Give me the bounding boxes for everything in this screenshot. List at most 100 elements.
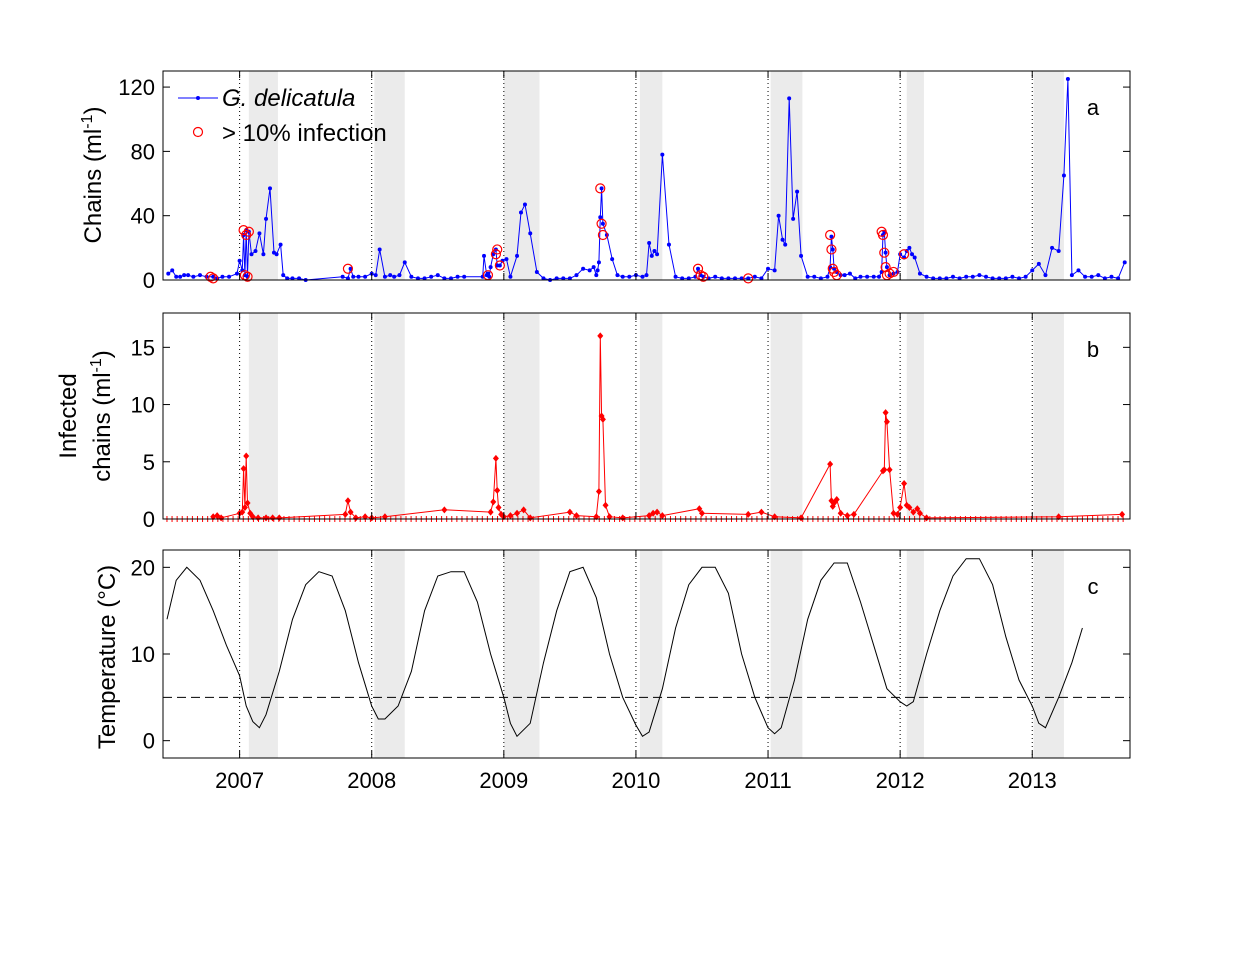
panel-a-series-0-point	[655, 252, 660, 257]
panel-b-series-0-point	[910, 508, 917, 516]
panel-a-series-0-point	[805, 274, 810, 279]
panel-a-series-0-point	[799, 253, 804, 258]
xtick-label-2010: 2010	[611, 768, 660, 793]
panel-a-series-0-point	[865, 274, 870, 279]
panel-a-series-0-point	[910, 252, 915, 257]
panel-b-ylabel-line1: Infected	[55, 373, 82, 458]
panel-b-series-0-point	[914, 505, 921, 513]
panel-a-series-0-point	[508, 274, 513, 279]
panel-a-series-0-point	[917, 271, 922, 276]
panel-c: 0 10 20 2007 2008 2009 2010 2011 2012 2013 c	[131, 549, 1131, 793]
panel-b-shade-0	[248, 313, 278, 519]
panel-b-series-0-point	[344, 497, 351, 505]
panel-a-series-0-point	[783, 242, 788, 247]
panel-a-series-0-point	[485, 271, 490, 276]
panel-c-shade-6	[1033, 550, 1064, 758]
panel-a-series-0-point	[652, 249, 657, 254]
panel-a-series-0-point	[596, 260, 601, 265]
panel-a-series-1-infection-circle	[826, 244, 837, 255]
panel-c-shade-1	[374, 550, 405, 758]
panel-a-series-0-point	[649, 253, 654, 258]
panel-c-shade-0	[248, 550, 278, 758]
panel-c-shade-2	[503, 550, 540, 758]
panel-a-series-0-point	[356, 274, 361, 279]
panel-b-shade-6	[1033, 313, 1064, 519]
panel-b-series-0-point	[441, 506, 448, 514]
panel-a-series-0-point	[182, 273, 187, 278]
panel-a-series-0-point	[351, 274, 356, 279]
panel-a-ytick-label: 80	[131, 139, 155, 164]
panel-a-series-0-point	[340, 274, 345, 279]
panel-a-series-0-point	[1023, 274, 1028, 279]
panel-a-series-0-point	[528, 231, 533, 236]
panel-b-series-0-point	[566, 508, 573, 516]
panel-a-ytick-label: 0	[143, 268, 155, 293]
panel-a-series-0-point	[950, 274, 955, 279]
panel-b-series-0-point	[342, 510, 349, 518]
panel-a-series-0-point	[415, 276, 420, 281]
panel-a-series-0-point	[1089, 274, 1094, 279]
panel-a-series-0-point	[382, 274, 387, 279]
panel-a-series-1-infection-circle	[342, 263, 354, 274]
panel-a-series-0-point	[591, 265, 596, 270]
panel-a-series-0-point	[647, 241, 652, 246]
panel-a-series-0-point	[581, 266, 586, 271]
panel-a-series-0-point	[442, 276, 447, 281]
panel-a-series-0-point	[726, 276, 731, 281]
panel-a-series-0-point	[847, 271, 852, 276]
panel-a-series-0-point	[739, 276, 744, 281]
panel-a-series-0-point	[610, 257, 615, 262]
panel-b-ytick-label: 5	[143, 450, 155, 475]
panel-b-ytick-label: 10	[131, 393, 155, 418]
panel-a-series-0-point	[166, 271, 171, 276]
panel-a-series-0-point	[884, 265, 889, 270]
panel-a-series-0-point	[877, 274, 882, 279]
panel-a-series-0-point	[462, 274, 467, 279]
panel-a-series-0-point	[587, 268, 592, 273]
panel-a-series-0-point	[977, 273, 982, 278]
panel-a-series-1-infection-circle	[828, 266, 840, 278]
panel-b-series-0-point	[520, 506, 527, 514]
panel-a-series-1-infection-circle	[597, 229, 609, 241]
panel-a-series-0-point	[812, 274, 817, 279]
panel-a-series-0-point	[673, 274, 678, 279]
panel-b-ytick-label: 0	[143, 507, 155, 532]
panel-a-series-0-point	[534, 269, 539, 274]
panel-a-series-0-point	[515, 253, 520, 258]
panel-a: 0 40 80 120 a	[118, 70, 1131, 293]
panel-b-series-0-point	[597, 332, 604, 340]
panel-a-series-1-infection-circle	[238, 225, 249, 236]
panel-c-shade-4	[770, 550, 803, 758]
panel-a-series-1-infection-circle	[492, 244, 503, 255]
legend-dot-blue	[196, 96, 200, 100]
panel-a-series-0-point	[574, 273, 579, 278]
panel-a-series-0-point	[519, 210, 524, 215]
panel-a-series-0-point	[377, 247, 382, 252]
panel-a-series-0-point	[504, 257, 509, 262]
panel-b-series-0-point	[882, 409, 889, 417]
panel-a-shade-4	[770, 71, 803, 280]
panel-b-series-0-point	[527, 514, 534, 522]
panel-a-series-0-point	[615, 273, 620, 278]
panel-a-series-1-infection-circle	[698, 271, 709, 282]
panel-a-series-0-point	[402, 260, 407, 265]
panel-a-series-0-point	[1083, 274, 1088, 279]
panel-a-series-0-point	[776, 213, 781, 218]
panel-a-series-0-point	[818, 276, 823, 281]
panel-a-series-0-point	[264, 216, 269, 221]
panel-a-series-0-point	[253, 249, 258, 254]
panel-a-series-1-infection-circle	[241, 229, 252, 241]
panel-a-series-0-point	[719, 276, 724, 281]
panel-b-shade-1	[374, 313, 405, 519]
legend-label-species: G. delicatula	[222, 85, 355, 112]
panel-a-series-0-point	[660, 152, 665, 157]
panel-a-series-1-infection-circle	[595, 183, 606, 194]
panel-a-shade-3	[639, 71, 663, 280]
panel-b-series-0-point	[490, 498, 497, 506]
panel-b-series-0-point	[897, 504, 904, 512]
panel-b-series-0-point	[494, 486, 501, 494]
panel-a-series-0-point	[944, 276, 949, 281]
panel-a-series-0-point	[599, 186, 604, 191]
panel-a-series-0-point	[178, 274, 183, 279]
